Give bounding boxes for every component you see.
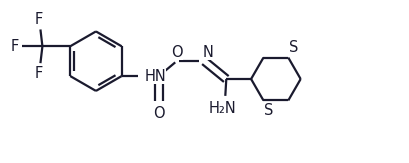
Text: O: O [153, 106, 164, 121]
Text: F: F [34, 12, 43, 27]
Text: H₂N: H₂N [208, 101, 236, 116]
Text: S: S [289, 40, 298, 55]
Text: F: F [11, 39, 19, 54]
Text: S: S [264, 104, 273, 119]
Text: F: F [34, 66, 43, 81]
Text: O: O [171, 45, 182, 60]
Text: HN: HN [144, 69, 166, 84]
Text: N: N [202, 45, 213, 60]
